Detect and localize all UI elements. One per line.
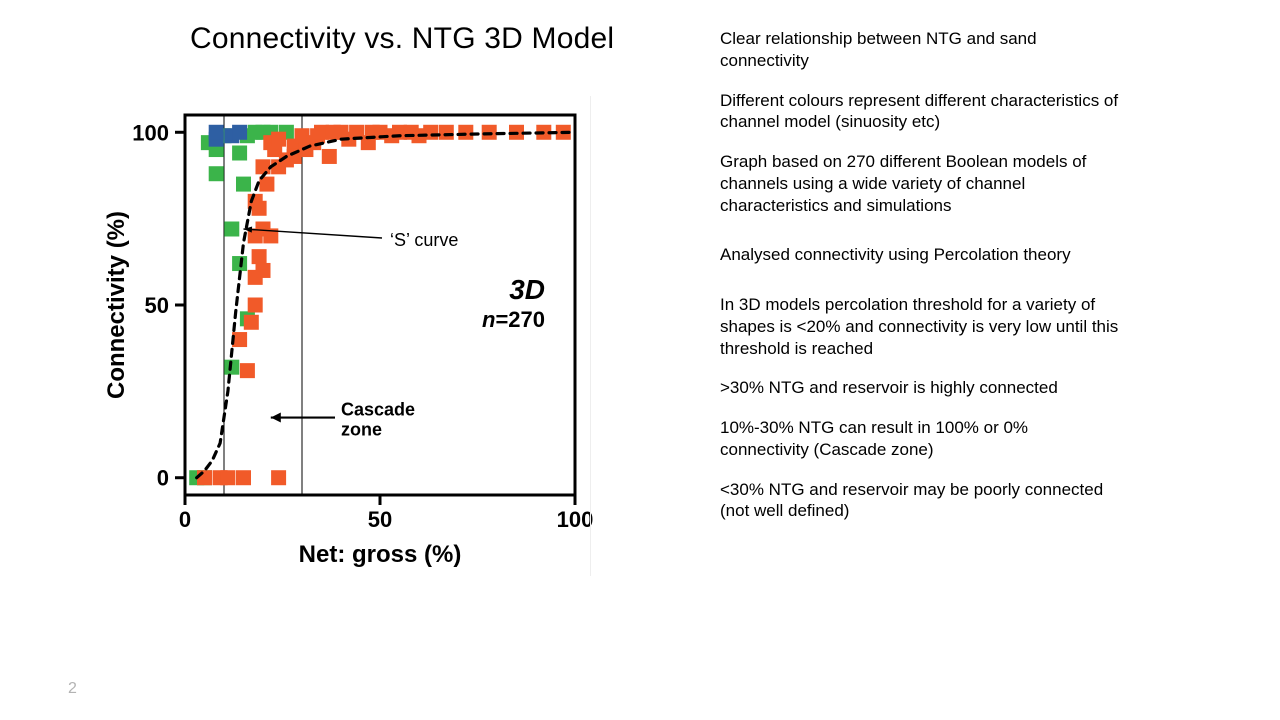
- image-right-border: [590, 96, 591, 576]
- svg-text:3D: 3D: [509, 274, 545, 305]
- svg-text:Net: gross (%): Net: gross (%): [299, 541, 462, 568]
- svg-text:100: 100: [132, 120, 169, 145]
- svg-text:zone: zone: [341, 420, 382, 440]
- svg-text:0: 0: [157, 466, 169, 491]
- chart-container: 0 50 100 0 50 100 Net: gross (%) Connectivity (…: [100, 100, 600, 580]
- svg-text:0: 0: [179, 507, 191, 532]
- note-item: Graph based on 270 different Boolean mod…: [720, 151, 1120, 216]
- page-title: Connectivity vs. NTG 3D Model: [190, 22, 614, 56]
- note-item: Clear relationship between NTG and sand …: [720, 28, 1120, 72]
- s-curve-annotation: ‘S’ curve: [390, 230, 458, 251]
- svg-text:50: 50: [145, 293, 169, 318]
- notes-panel: Clear relationship between NTG and sand …: [720, 28, 1120, 540]
- note-item: >30% NTG and reservoir is highly connect…: [720, 377, 1120, 399]
- svg-text:Cascade: Cascade: [341, 400, 415, 420]
- note-item: In 3D models percolation threshold for a…: [720, 294, 1120, 359]
- svg-text:50: 50: [368, 507, 392, 532]
- note-item: <30% NTG and reservoir may be poorly con…: [720, 479, 1120, 523]
- svg-text:Connectivity (%): Connectivity (%): [103, 211, 130, 399]
- svg-text:n=270: n=270: [482, 307, 545, 332]
- note-item: Different colours represent different ch…: [720, 90, 1120, 134]
- page-number: 2: [68, 680, 77, 698]
- svg-text:100: 100: [557, 507, 594, 532]
- note-item: 10%-30% NTG can result in 100% or 0% con…: [720, 417, 1120, 461]
- connectivity-chart: 0 50 100 0 50 100 Net: gross (%) Connectivity (…: [100, 100, 600, 580]
- note-item: Analysed connectivity using Percolation …: [720, 244, 1120, 266]
